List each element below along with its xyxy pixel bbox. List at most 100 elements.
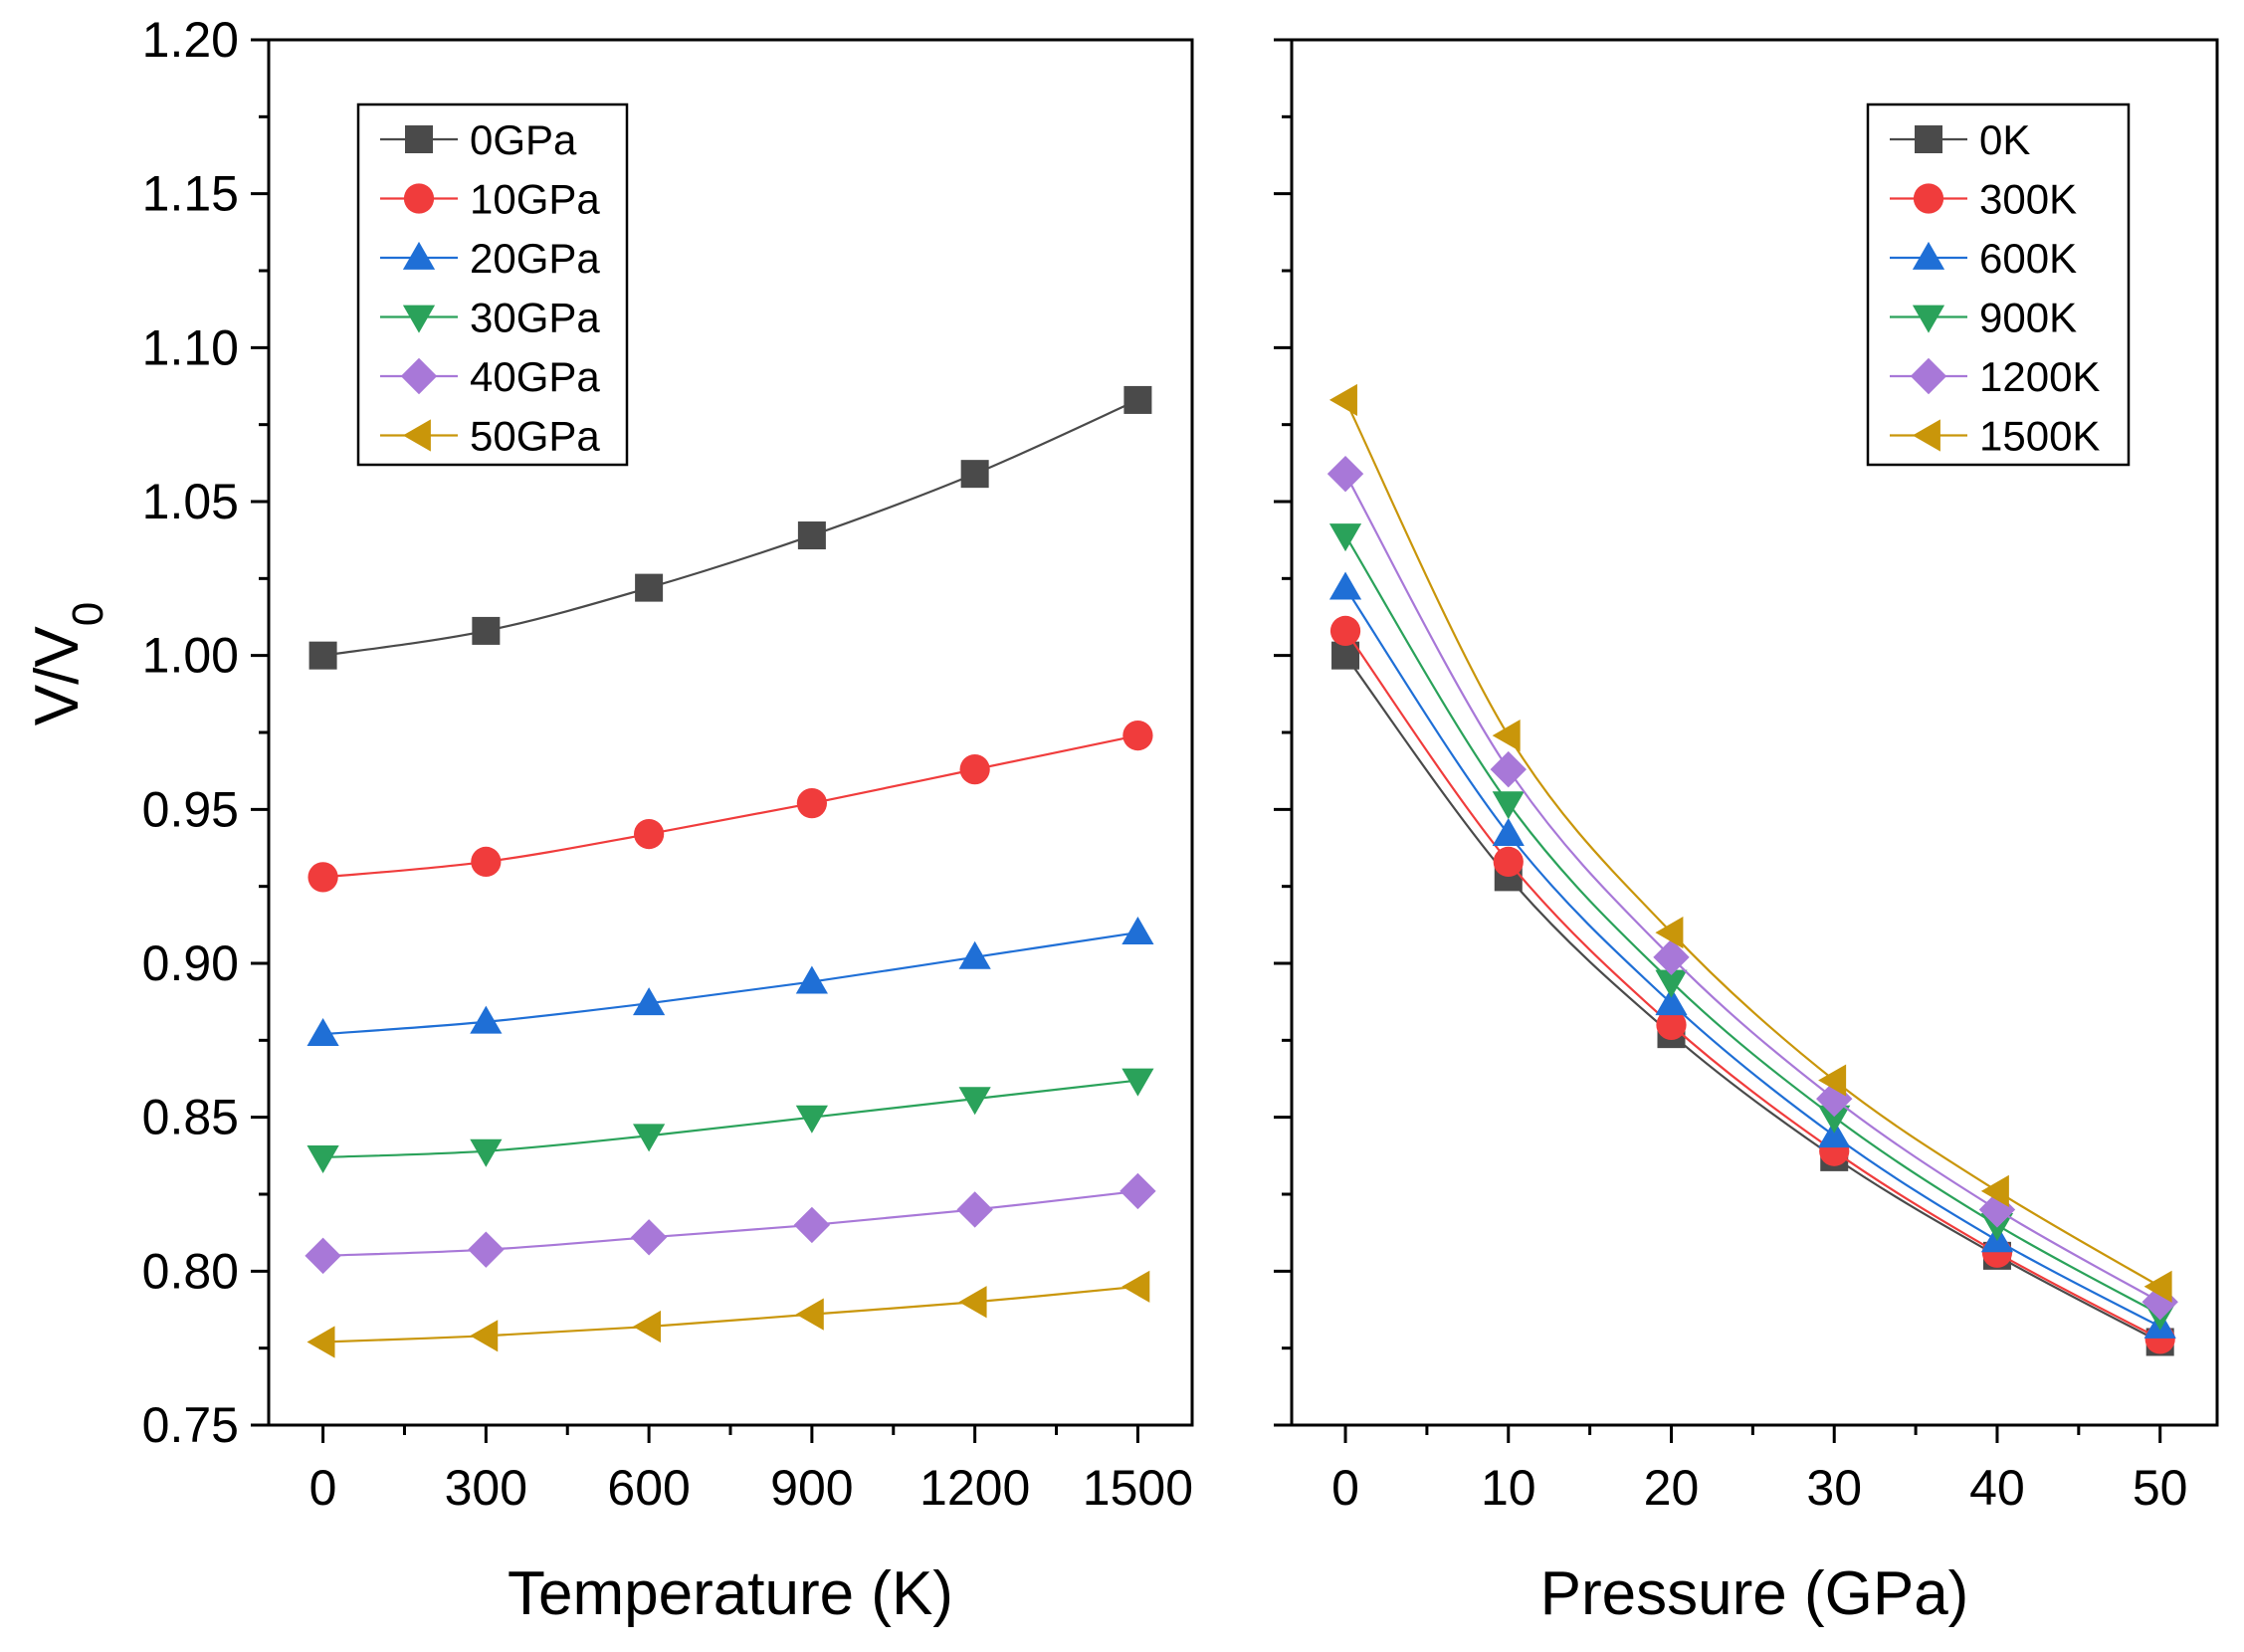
data-point (1328, 383, 1357, 417)
data-point (2143, 1270, 2172, 1303)
data-point (1328, 571, 1362, 600)
series-line (1344, 473, 2161, 1304)
legend-item: 1500K (1890, 413, 2100, 460)
series-0K (1331, 641, 2174, 1356)
data-point (795, 1298, 824, 1331)
legend-item: 50GPa (380, 413, 600, 460)
x-tick-label: 20 (1644, 1460, 1700, 1516)
legend: 0GPa 10GPa 20GPa 30GPa 40GPa 50GPa (356, 103, 629, 467)
data-point (958, 1087, 991, 1116)
legend-label: 1200K (1979, 353, 2100, 400)
y-tick-label: 1.10 (142, 319, 239, 375)
legend-marker (1915, 125, 1942, 153)
series-0GPa (308, 385, 1152, 670)
right-panel-pressure: 0 10 20 30 40 50 Pressure (GPa) 0K 300K 600K 900K 1… (1274, 38, 2219, 1628)
series-line (322, 734, 1138, 879)
data-point (795, 965, 828, 994)
legend-item: 0K (1890, 116, 2030, 163)
legend-label: 50GPa (470, 413, 600, 460)
data-point (960, 460, 989, 489)
x-tick-label: 1200 (919, 1460, 1030, 1516)
legend-marker (405, 125, 433, 153)
data-point (470, 1005, 503, 1034)
data-point (1122, 1270, 1150, 1303)
x-tick-label: 0 (309, 1460, 337, 1516)
left-panel-temperature: 0 300 600 900 1200 1500 0.75 0.80 0.85 0.90 0.95 1.… (142, 12, 1194, 1628)
series-line (322, 1285, 1138, 1343)
data-point (1656, 1009, 1687, 1040)
data-point (305, 1237, 341, 1275)
data-point (1816, 1080, 1853, 1118)
x-tick-label: 50 (2133, 1460, 2188, 1516)
y-axis-title: V/V0 (23, 602, 112, 725)
data-point (1655, 916, 1684, 949)
data-point (1653, 938, 1690, 976)
series-20GPa (306, 916, 1154, 1047)
legend-item: 1200K (1890, 353, 2100, 400)
data-point (630, 1219, 668, 1256)
data-point (956, 1191, 993, 1228)
data-point (308, 641, 337, 670)
legend-item: 0GPa (380, 116, 577, 163)
data-point (1122, 916, 1154, 944)
legend-marker (402, 419, 431, 452)
legend-item: 30GPa (380, 295, 600, 341)
data-point (797, 521, 826, 550)
legend-frame (356, 103, 629, 467)
legend-label: 40GPa (470, 353, 600, 400)
legend-item: 10GPa (380, 176, 600, 223)
legend-item: 40GPa (380, 353, 600, 400)
data-point (306, 1326, 335, 1358)
series-10GPa (307, 720, 1153, 893)
data-point (633, 1310, 662, 1343)
data-point (1328, 523, 1362, 552)
data-point (958, 1286, 987, 1319)
data-point (471, 846, 502, 878)
legend-marker (402, 305, 436, 333)
legend-item: 300K (1890, 176, 2077, 223)
data-point (1120, 1172, 1156, 1210)
series-40GPa (305, 1172, 1156, 1275)
data-point (1980, 1174, 2009, 1208)
x-tick-label: 1500 (1083, 1460, 1193, 1516)
data-point (1818, 1064, 1847, 1097)
legend-marker (403, 183, 435, 214)
series-900K (1328, 523, 2176, 1331)
x-tick-label: 300 (445, 1460, 527, 1516)
data-point (472, 616, 501, 645)
legend-label: 20GPa (470, 235, 600, 282)
legend-label: 900K (1979, 295, 2077, 341)
series-50GPa (306, 1270, 1150, 1358)
data-point (1818, 1120, 1851, 1148)
legend-marker (1912, 241, 1945, 270)
x-tick-label: 10 (1481, 1460, 1536, 1516)
data-point (1329, 615, 1361, 647)
series-30GPa (306, 1068, 1154, 1173)
legend: 0K 300K 600K 900K 1200K 1500K (1866, 103, 2131, 467)
legend-label: 0GPa (470, 116, 577, 163)
data-point (633, 1124, 666, 1152)
data-point (633, 818, 665, 850)
data-point (633, 987, 666, 1016)
data-point (795, 1105, 828, 1134)
series-line (1344, 399, 2161, 1288)
data-point (1818, 1105, 1851, 1134)
x-axis-title: Pressure (GPa) (1540, 1559, 1969, 1628)
series-1200K (1326, 455, 2178, 1321)
data-point (796, 788, 828, 819)
x-tick-label: 900 (770, 1460, 853, 1516)
data-point (1655, 969, 1688, 998)
data-point (306, 1018, 339, 1047)
x-axis-title: Temperature (K) (508, 1559, 953, 1628)
data-point (470, 1138, 503, 1167)
data-point (468, 1231, 505, 1268)
series-line (322, 1079, 1138, 1158)
legend-frame (1866, 103, 2131, 467)
y-tick-label: 1.00 (142, 628, 239, 684)
data-point (307, 862, 338, 893)
y-tick-label: 1.20 (142, 12, 239, 68)
data-point (1122, 1068, 1154, 1097)
legend-label: 30GPa (470, 295, 600, 341)
y-tick-label: 0.75 (142, 1397, 239, 1453)
